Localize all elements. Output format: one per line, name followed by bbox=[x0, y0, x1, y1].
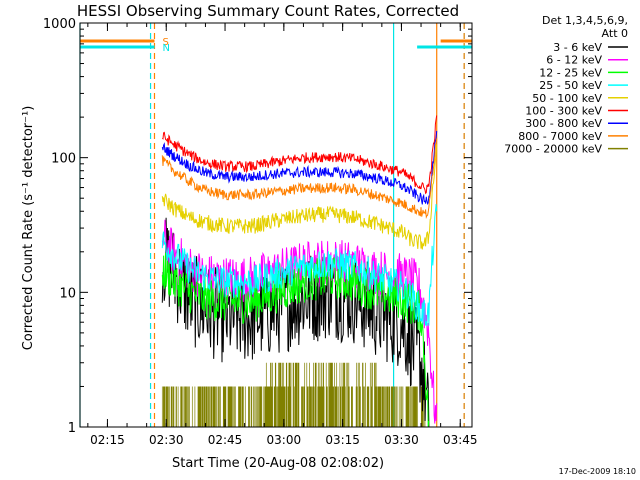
legend-label-1: 6 - 12 keV bbox=[546, 54, 602, 67]
x-tick-label-3: 03:00 bbox=[267, 433, 302, 447]
legend-header-line2: Att 0 bbox=[602, 27, 628, 40]
legend-label-6: 300 - 800 keV bbox=[525, 117, 602, 130]
legend-label-8: 7000 - 20000 keV bbox=[504, 143, 602, 156]
x-tick-label-4: 03:15 bbox=[325, 433, 360, 447]
footer-timestamp: 17-Dec-2009 18:10 bbox=[559, 467, 636, 476]
legend-label-0: 3 - 6 keV bbox=[553, 41, 602, 54]
y-tick-label-2: 100 bbox=[51, 152, 76, 167]
y-axis-label: Corrected Count Rate (s⁻¹ detector⁻¹) bbox=[21, 106, 36, 351]
y-tick-label-0: 1 bbox=[68, 421, 76, 436]
legend-label-2: 12 - 25 keV bbox=[539, 66, 602, 79]
x-tick-label-1: 02:30 bbox=[149, 433, 184, 447]
series-line-300-800kev bbox=[161, 130, 438, 205]
chart-title: HESSI Observing Summary Count Rates, Cor… bbox=[77, 2, 459, 20]
x-tick-label-0: 02:15 bbox=[90, 433, 125, 447]
y-tick-label-1: 10 bbox=[59, 286, 76, 301]
series-line-100-300kev bbox=[161, 115, 438, 195]
x-tick-label-6: 03:45 bbox=[443, 433, 478, 447]
legend-label-3: 25 - 50 keV bbox=[539, 79, 602, 92]
plot-frame bbox=[79, 22, 473, 428]
legend-label-4: 50 - 100 keV bbox=[532, 92, 602, 105]
x-axis-label: Start Time (20-Aug-08 02:08:02) bbox=[172, 456, 384, 471]
flag-letter-N: N bbox=[162, 43, 169, 54]
axes: 02:15 02:30 02:45 03:00 03:15 03:30 03:45 1 10 10… bbox=[43, 17, 478, 447]
series-line-25-50kev bbox=[161, 203, 438, 326]
legend-label-7: 800 - 7000 keV bbox=[518, 130, 602, 143]
series-line-7000-20000-kev bbox=[161, 362, 426, 427]
x-tick-label-5: 03:30 bbox=[384, 433, 419, 447]
x-tick-label-2: 02:45 bbox=[208, 433, 243, 447]
y-tick-label-3: 1000 bbox=[43, 17, 76, 32]
plot-area: SN bbox=[79, 23, 472, 428]
legend-header-line1: Det 1,3,4,5,6,9, bbox=[542, 14, 628, 27]
series-line-50-100kev bbox=[161, 144, 438, 250]
series-line-12-25kev bbox=[161, 252, 430, 428]
flag-letter-S: S bbox=[162, 37, 168, 48]
legend-label-5: 100 - 300 keV bbox=[525, 105, 602, 118]
series-line-800-7000kev bbox=[161, 138, 438, 220]
